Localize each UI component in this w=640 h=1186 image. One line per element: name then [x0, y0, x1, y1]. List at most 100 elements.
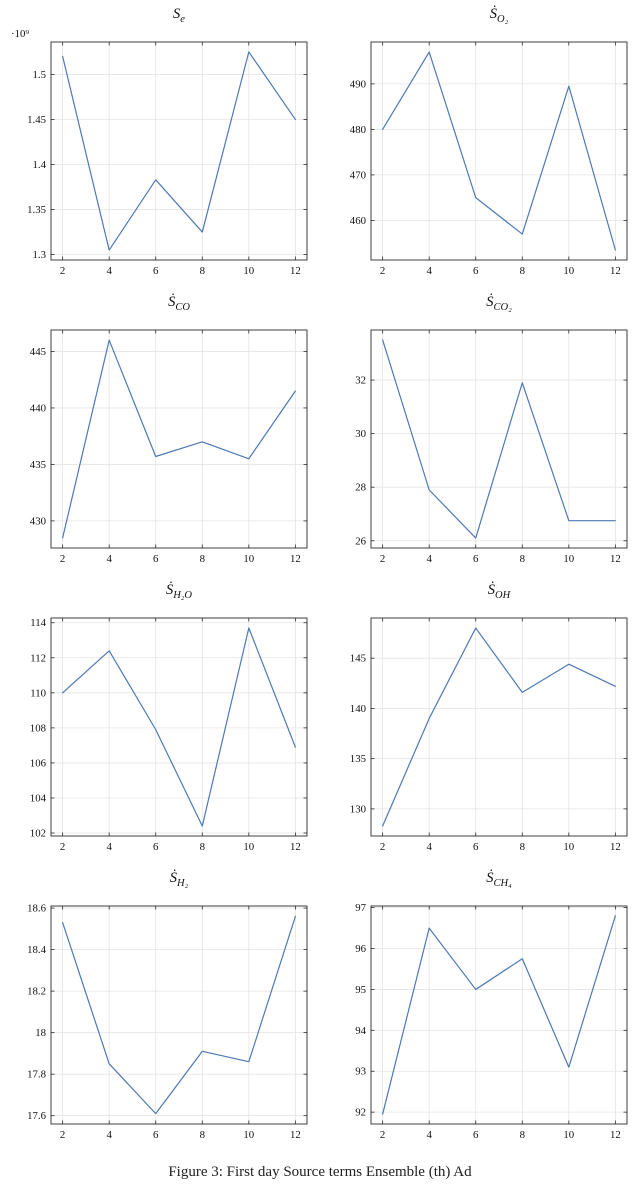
data-series-line: [382, 627, 616, 827]
plot-frame: [50, 329, 308, 549]
line-chart-se: 2 4 6 8 10 12 1.3 1.35 1.4 1.45 1.5 ·10⁹: [11, 28, 308, 277]
y-tick-label: 18.4: [27, 944, 46, 956]
plot-frame: [370, 329, 628, 549]
x-tick-label: 4: [106, 1129, 112, 1141]
y-tick-label: 18.6: [27, 903, 46, 915]
x-tick-label: 8: [200, 553, 205, 565]
x-tick-label: 12: [610, 265, 621, 277]
x-tick-label: 12: [290, 841, 301, 853]
chart-cell-oh: ṠOH 2 4 6 8 10 12 130 135 140 145: [320, 580, 640, 868]
y-tick-label: 130: [350, 803, 366, 815]
x-tick-label: 6: [153, 841, 159, 853]
x-tick-label: 12: [290, 265, 301, 277]
y-tick-label: 480: [350, 124, 366, 136]
data-series-line: [62, 915, 296, 1115]
y-tick-label: 94: [355, 1025, 366, 1037]
chart-title-sub: CH₄: [493, 877, 512, 889]
chart-title-base: Ṡ: [489, 6, 497, 22]
y-tick-label: 102: [30, 828, 46, 840]
y-tick-label: 1.3: [33, 249, 47, 261]
y-tick-label: 135: [350, 753, 366, 765]
chart-title-base: S: [173, 6, 181, 22]
x-tick-label: 8: [200, 265, 205, 277]
x-tick-label: 6: [153, 265, 159, 277]
y-tick-label: 1.45: [27, 114, 46, 126]
x-tick-label: 8: [200, 841, 205, 853]
y-tick-label: 97: [355, 902, 366, 914]
y-tick-label: 114: [30, 617, 46, 629]
data-series-line: [382, 339, 616, 539]
plot-frame: [50, 617, 308, 837]
data-series-line: [62, 51, 296, 251]
chart-title: ṠCO₂: [325, 292, 635, 313]
y-tick-label: 17.8: [27, 1069, 46, 1081]
y-tick-label: 1.4: [33, 159, 47, 171]
x-tick-label: 6: [153, 1129, 159, 1141]
y-tick-label: 435: [30, 459, 46, 471]
y-tick-label: 18.2: [27, 986, 46, 998]
data-series-line: [382, 51, 616, 251]
x-tick-label: 12: [290, 1129, 301, 1141]
x-tick-label: 4: [426, 841, 432, 853]
chart-cell-co2: ṠCO₂ 2 4 6 8 10 12 26 28 30 32: [320, 292, 640, 580]
x-tick-label: 8: [520, 265, 525, 277]
x-tick-label: 8: [520, 1129, 525, 1141]
y-tick-label: 1.35: [27, 204, 46, 216]
x-tick-label: 8: [520, 553, 525, 565]
plot-frame: [370, 905, 628, 1125]
x-tick-label: 10: [563, 553, 574, 565]
x-tick-label: 10: [563, 265, 574, 277]
chart-title-sub: H₂O: [173, 589, 193, 601]
line-chart-ch4: 2 4 6 8 10 12 92 93 94 95 96 97: [355, 902, 628, 1141]
y-tick-label: 145: [350, 653, 366, 665]
y-axis-offset-label: ·10⁹: [11, 28, 29, 40]
chart-title: ṠOH: [325, 580, 635, 601]
x-tick-label: 6: [473, 265, 479, 277]
x-tick-label: 6: [153, 553, 159, 565]
x-tick-label: 2: [60, 841, 65, 853]
line-chart-co2: 2 4 6 8 10 12 26 28 30 32: [355, 329, 628, 565]
x-tick-label: 6: [473, 1129, 479, 1141]
chart-title-sub: e: [180, 13, 185, 25]
chart-title: ṠH₂O: [5, 580, 315, 601]
line-chart-oh: 2 4 6 8 10 12 130 135 140 145: [350, 617, 628, 853]
y-tick-label: 1.5: [33, 69, 47, 81]
x-tick-label: 4: [426, 553, 432, 565]
x-tick-label: 2: [380, 553, 385, 565]
chart-title-base: Ṡ: [487, 582, 496, 598]
chart-cell-se: Se 2 4 6 8 10 12 1.3 1.35 1.4 1.45 1.5 ·10⁹: [0, 4, 320, 292]
chart-title-base: Ṡ: [486, 294, 494, 310]
plot-frame: [370, 41, 628, 261]
line-chart-h2: 2 4 6 8 10 12 17.6 17.8 18 18.2 18.4 18.6: [27, 903, 308, 1141]
data-series-line: [62, 627, 296, 827]
y-tick-label: 18: [35, 1027, 46, 1039]
data-series-line: [62, 339, 296, 539]
y-tick-label: 445: [30, 346, 46, 358]
x-tick-label: 4: [426, 1129, 432, 1141]
chart-cell-ch4: ṠCH₄ 2 4 6 8 10 12 92 93 94 95 96 97: [320, 868, 640, 1156]
x-tick-label: 4: [106, 841, 112, 853]
x-tick-label: 10: [243, 841, 254, 853]
x-tick-label: 12: [610, 1129, 621, 1141]
y-tick-label: 95: [355, 984, 366, 996]
line-chart-co: 2 4 6 8 10 12 430 435 440 445: [30, 329, 308, 565]
x-tick-label: 6: [473, 553, 479, 565]
y-tick-label: 106: [30, 757, 47, 769]
chart-cell-o2: ṠO₂ 2 4 6 8 10 12 460 470 480 490: [320, 4, 640, 292]
chart-title: ṠCO: [5, 292, 315, 313]
chart-cell-h2o: ṠH₂O 2 4 6 8 10 12 102 104 106 108 110 112 114: [0, 580, 320, 868]
y-tick-label: 470: [350, 169, 366, 181]
y-tick-label: 104: [30, 792, 47, 804]
y-tick-label: 93: [355, 1066, 366, 1078]
x-tick-label: 10: [243, 265, 254, 277]
plot-frame: [370, 617, 628, 837]
chart-title: ṠO₂: [325, 4, 635, 25]
chart-title-base: Ṡ: [169, 870, 177, 886]
x-tick-label: 10: [243, 1129, 254, 1141]
chart-title: Se: [5, 4, 315, 25]
y-tick-label: 140: [350, 703, 366, 715]
plot-frame: [50, 905, 308, 1125]
x-tick-label: 8: [520, 841, 525, 853]
x-tick-label: 2: [60, 1129, 65, 1141]
y-tick-label: 112: [30, 652, 46, 664]
